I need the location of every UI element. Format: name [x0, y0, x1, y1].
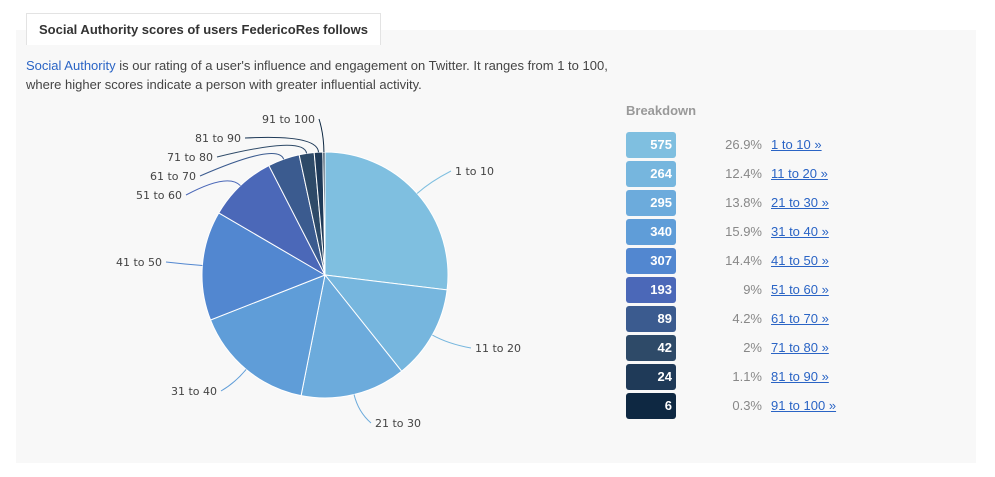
count-badge: 264 [626, 161, 676, 187]
breakdown-row: 42 2% 71 to 80 » [626, 335, 886, 362]
pie-slice[interactable] [300, 273, 403, 399]
connector-line [432, 334, 472, 349]
percent-value: 12.4% [725, 166, 762, 181]
percent-value: 9% [743, 282, 762, 297]
count-badge: 295 [626, 190, 676, 216]
range-link[interactable]: 31 to 40 » [771, 224, 829, 239]
slice-label: 21 to 30 [375, 417, 421, 430]
connector-line [199, 153, 285, 177]
panel-title: Social Authority scores of users Federic… [26, 13, 381, 45]
slice-label: 1 to 10 [455, 165, 494, 178]
connector-line [165, 261, 203, 267]
breakdown-title: Breakdown [626, 103, 697, 118]
connector-line [416, 170, 452, 194]
percent-value: 1.1% [732, 369, 762, 384]
breakdown-row: 89 4.2% 61 to 70 » [626, 306, 886, 333]
range-link[interactable]: 21 to 30 » [771, 195, 829, 210]
connector-line [318, 118, 325, 153]
description: Social Authority is our rating of a user… [26, 56, 626, 94]
slice-label: 41 to 50 [116, 256, 162, 269]
description-text: is our rating of a user's influence and … [26, 58, 608, 92]
count-badge: 6 [626, 393, 676, 419]
pie-slice[interactable] [209, 274, 326, 397]
count-badge: 42 [626, 335, 676, 361]
percent-value: 0.3% [732, 398, 762, 413]
slice-label: 51 to 60 [136, 189, 182, 202]
connector-line [185, 180, 241, 196]
breakdown-row: 24 1.1% 81 to 90 » [626, 364, 886, 391]
percent-value: 13.8% [725, 195, 762, 210]
connector-line [244, 136, 319, 153]
slice-label: 91 to 100 [262, 113, 315, 126]
connector-line [220, 369, 247, 392]
breakdown-row: 307 14.4% 41 to 50 » [626, 248, 886, 275]
range-link[interactable]: 91 to 100 » [771, 398, 837, 413]
breakdown-row: 340 15.9% 31 to 40 » [626, 219, 886, 246]
count-badge: 89 [626, 306, 676, 332]
count-badge: 307 [626, 248, 676, 274]
range-link[interactable]: 1 to 10 » [771, 137, 822, 152]
count-badge: 24 [626, 364, 676, 390]
connector-line [216, 144, 308, 158]
range-link[interactable]: 11 to 20 » [771, 166, 828, 181]
slice-label: 11 to 20 [475, 342, 521, 355]
percent-value: 4.2% [732, 311, 762, 326]
slice-label: 81 to 90 [195, 132, 241, 145]
range-link[interactable]: 51 to 60 » [771, 282, 829, 297]
social-authority-link[interactable]: Social Authority [26, 58, 116, 73]
percent-value: 26.9% [725, 137, 762, 152]
breakdown-row: 264 12.4% 11 to 20 » [626, 161, 886, 188]
breakdown-row: 575 26.9% 1 to 10 » [626, 132, 886, 159]
range-link[interactable]: 41 to 50 » [771, 253, 829, 268]
pie-slice[interactable] [323, 274, 448, 372]
count-badge: 193 [626, 277, 676, 303]
slice-label: 31 to 40 [171, 385, 217, 398]
slice-label: 71 to 80 [167, 151, 213, 164]
percent-value: 14.4% [725, 253, 762, 268]
connector-line [353, 394, 372, 424]
chart-panel [16, 30, 976, 463]
range-link[interactable]: 81 to 90 » [771, 369, 829, 384]
count-badge: 340 [626, 219, 676, 245]
breakdown-row: 295 13.8% 21 to 30 » [626, 190, 886, 217]
breakdown-row: 193 9% 51 to 60 » [626, 277, 886, 304]
pie-slice[interactable] [324, 151, 449, 291]
count-badge: 575 [626, 132, 676, 158]
range-link[interactable]: 71 to 80 » [771, 340, 829, 355]
range-link[interactable]: 61 to 70 » [771, 311, 829, 326]
breakdown-row: 6 0.3% 91 to 100 » [626, 393, 886, 420]
pie-slice[interactable] [201, 212, 327, 321]
percent-value: 2% [743, 340, 762, 355]
slice-label: 61 to 70 [150, 170, 196, 183]
percent-value: 15.9% [725, 224, 762, 239]
